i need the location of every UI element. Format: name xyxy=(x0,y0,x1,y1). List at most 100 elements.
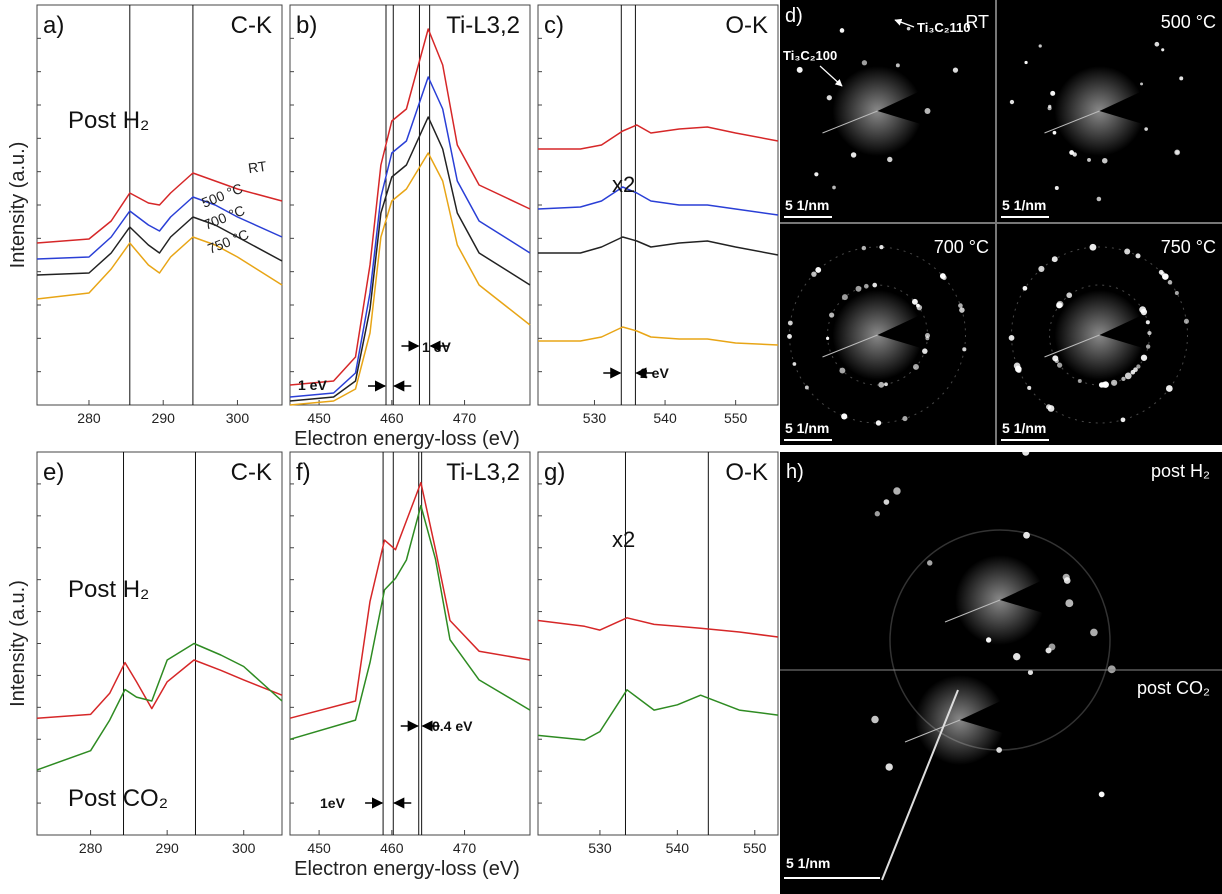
panel: 450 460 470 b) Ti-L3,2 1 eV 1 eV Electron energ… xyxy=(289,4,531,450)
scale-bar-label: 5 1/nm xyxy=(1002,197,1046,213)
spot xyxy=(996,747,1002,753)
x-tick-label: 280 xyxy=(79,840,103,856)
annotation: 1 eV xyxy=(298,377,327,393)
spot xyxy=(829,312,835,318)
x-tick-label: 300 xyxy=(232,840,256,856)
scale-bar-label: 5 1/nm xyxy=(1002,420,1046,436)
spot xyxy=(1179,76,1184,81)
spectrum-line xyxy=(36,659,283,719)
annotation: Ti₃C₂100 xyxy=(783,48,837,63)
spot xyxy=(850,152,857,158)
spot xyxy=(826,95,832,101)
x-axis-label: Electron energy-loss (eV) xyxy=(294,428,520,450)
x-tick-label: 290 xyxy=(155,840,179,856)
spot xyxy=(884,382,888,387)
spot xyxy=(1048,104,1052,108)
spot xyxy=(1121,376,1126,382)
spot xyxy=(924,108,931,114)
beam-streak xyxy=(944,599,1001,623)
panel-label: b) xyxy=(296,12,317,39)
diffraction-tile: 500 °C 5 1/nm xyxy=(1001,12,1216,218)
annotation: Post CO₂ xyxy=(68,785,168,812)
beam-stop xyxy=(1099,307,1160,353)
spot xyxy=(916,303,920,308)
spot xyxy=(874,511,880,517)
spectrum-line xyxy=(36,236,283,300)
plot-frame xyxy=(36,451,283,836)
spot xyxy=(787,320,793,326)
spot xyxy=(1057,362,1063,368)
spot xyxy=(883,499,890,505)
x-tick-label: 540 xyxy=(666,840,690,856)
scale-bar-label: 5 1/nm xyxy=(786,855,830,871)
spot xyxy=(1013,653,1021,661)
spot xyxy=(958,303,963,308)
spot xyxy=(861,245,867,251)
spectrum-line xyxy=(289,28,531,386)
tile-label: RT xyxy=(965,12,989,32)
plot-frame xyxy=(289,4,531,406)
edge-title: Ti-L3,2 xyxy=(446,459,520,486)
spot xyxy=(985,637,992,643)
spot xyxy=(1016,367,1022,374)
beam-streak xyxy=(904,719,961,743)
spot xyxy=(1065,599,1074,608)
spot xyxy=(911,298,918,305)
spot xyxy=(841,413,848,420)
ring xyxy=(1011,246,1188,424)
beam-stop xyxy=(877,83,938,129)
edge-title: Ti-L3,2 xyxy=(446,12,520,39)
beam-stop xyxy=(877,307,938,353)
spot xyxy=(1090,628,1098,637)
edge-title: O-K xyxy=(725,12,768,39)
spot xyxy=(959,307,965,313)
beam-streak xyxy=(822,110,878,134)
spot xyxy=(1051,256,1058,263)
spot xyxy=(1174,291,1179,296)
spot xyxy=(841,294,848,301)
spot xyxy=(1124,248,1131,255)
spectrum-line xyxy=(36,642,283,771)
panel-label: g) xyxy=(544,459,565,486)
panel-label: e) xyxy=(43,459,64,486)
spot xyxy=(1027,385,1032,390)
spot xyxy=(1089,243,1097,251)
spot xyxy=(1133,367,1138,373)
spot xyxy=(863,283,869,289)
spot xyxy=(811,271,817,277)
spot xyxy=(941,275,947,281)
spot xyxy=(804,385,809,390)
spot xyxy=(1023,531,1030,539)
x-tick-label: 460 xyxy=(380,840,404,856)
beam-stop xyxy=(1000,572,1060,618)
spot xyxy=(1077,378,1082,383)
spot xyxy=(1160,271,1165,276)
spot xyxy=(1101,157,1108,164)
spot xyxy=(1024,60,1028,65)
spot xyxy=(1135,253,1141,259)
spot xyxy=(1145,320,1150,325)
spot xyxy=(893,487,901,495)
x-tick-label: 550 xyxy=(743,840,767,856)
spot xyxy=(1013,362,1021,370)
spot xyxy=(924,332,931,339)
tile-label: post CO₂ xyxy=(1137,678,1210,698)
spot xyxy=(1140,82,1144,86)
plot-frame xyxy=(537,4,779,406)
spot xyxy=(912,363,919,370)
spot xyxy=(1054,185,1059,190)
x-tick-label: 470 xyxy=(453,410,477,426)
annotation: 2 eV xyxy=(640,365,669,381)
edge-title: O-K xyxy=(725,459,768,486)
panel: 450 460 470 f) Ti-L3,2 1eV 0.4 eV Electron ener… xyxy=(289,451,531,880)
annotation: x2 xyxy=(612,527,635,552)
x-axis-label: Electron energy-loss (eV) xyxy=(294,858,520,880)
spot xyxy=(1183,318,1189,324)
beam-streak xyxy=(881,689,959,881)
edge-title: C-K xyxy=(231,459,272,486)
spot xyxy=(922,348,928,354)
spot xyxy=(1124,372,1132,380)
scale-bar-label: 5 1/nm xyxy=(785,197,829,213)
spectrum-line xyxy=(538,124,779,150)
